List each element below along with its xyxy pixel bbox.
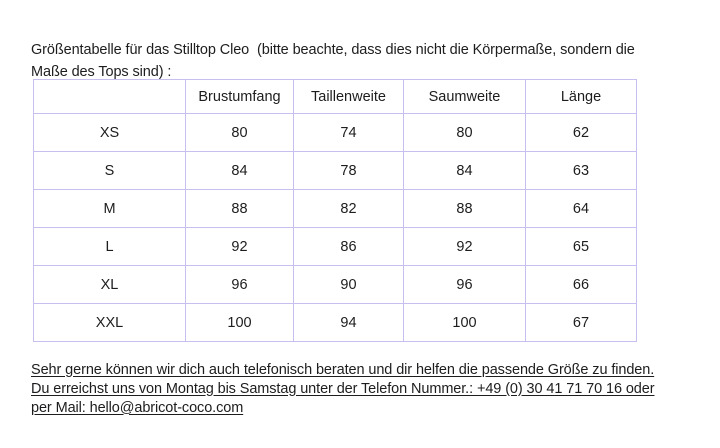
size-label: XS [33,113,186,152]
cell-value: 84 [185,151,294,190]
cell-value: 96 [185,265,294,304]
size-label: L [33,227,186,266]
size-label: M [33,189,186,228]
cell-value: 78 [293,151,404,190]
size-table: Brustumfang Taillenweite Saumweite Länge… [33,79,637,342]
cell-value: 92 [185,227,294,266]
cell-value: 62 [525,113,637,152]
cell-value: 80 [185,113,294,152]
col-header-laenge: Länge [525,79,637,114]
cell-value: 84 [403,151,526,190]
cell-value: 65 [525,227,637,266]
contact-line-2-phone: Du erreichst uns von Montag bis Samstag … [31,380,655,397]
col-header-taillenweite: Taillenweite [293,79,404,114]
contact-line-3-email: per Mail: hello@abricot-coco.com [31,399,244,416]
cell-value: 67 [525,303,637,342]
intro-line-1: Größentabelle für das Stilltop Cleo (bit… [31,41,635,58]
cell-value: 80 [403,113,526,152]
cell-value: 63 [525,151,637,190]
table-row-xs: XS 80 74 80 62 [33,113,637,152]
table-row-l: L 92 86 92 65 [33,227,637,266]
table-row-m: M 88 82 88 64 [33,189,637,228]
intro-line-2: Maße des Tops sind) : [31,63,172,80]
cell-value: 82 [293,189,404,228]
cell-value: 66 [525,265,637,304]
cell-value: 74 [293,113,404,152]
cell-value: 88 [403,189,526,228]
cell-value: 64 [525,189,637,228]
table-row-xxl: XXL 100 94 100 67 [33,303,637,342]
contact-text: Sehr gerne können wir dich auch telefoni… [31,361,655,418]
cell-value: 96 [403,265,526,304]
size-label: XXL [33,303,186,342]
size-label: XL [33,265,186,304]
size-label: S [33,151,186,190]
cell-value: 86 [293,227,404,266]
col-header-saumweite: Saumweite [403,79,526,114]
contact-line-1: Sehr gerne können wir dich auch telefoni… [31,361,655,378]
cell-value: 100 [403,303,526,342]
intro-text: Größentabelle für das Stilltop Cleo (bit… [31,39,635,83]
table-header-row: Brustumfang Taillenweite Saumweite Länge [33,79,637,114]
cell-value: 100 [185,303,294,342]
cell-value: 88 [185,189,294,228]
corner-cell [33,79,186,114]
col-header-brustumfang: Brustumfang [185,79,294,114]
cell-value: 90 [293,265,404,304]
table-row-xl: XL 96 90 96 66 [33,265,637,304]
cell-value: 92 [403,227,526,266]
table-row-s: S 84 78 84 63 [33,151,637,190]
cell-value: 94 [293,303,404,342]
